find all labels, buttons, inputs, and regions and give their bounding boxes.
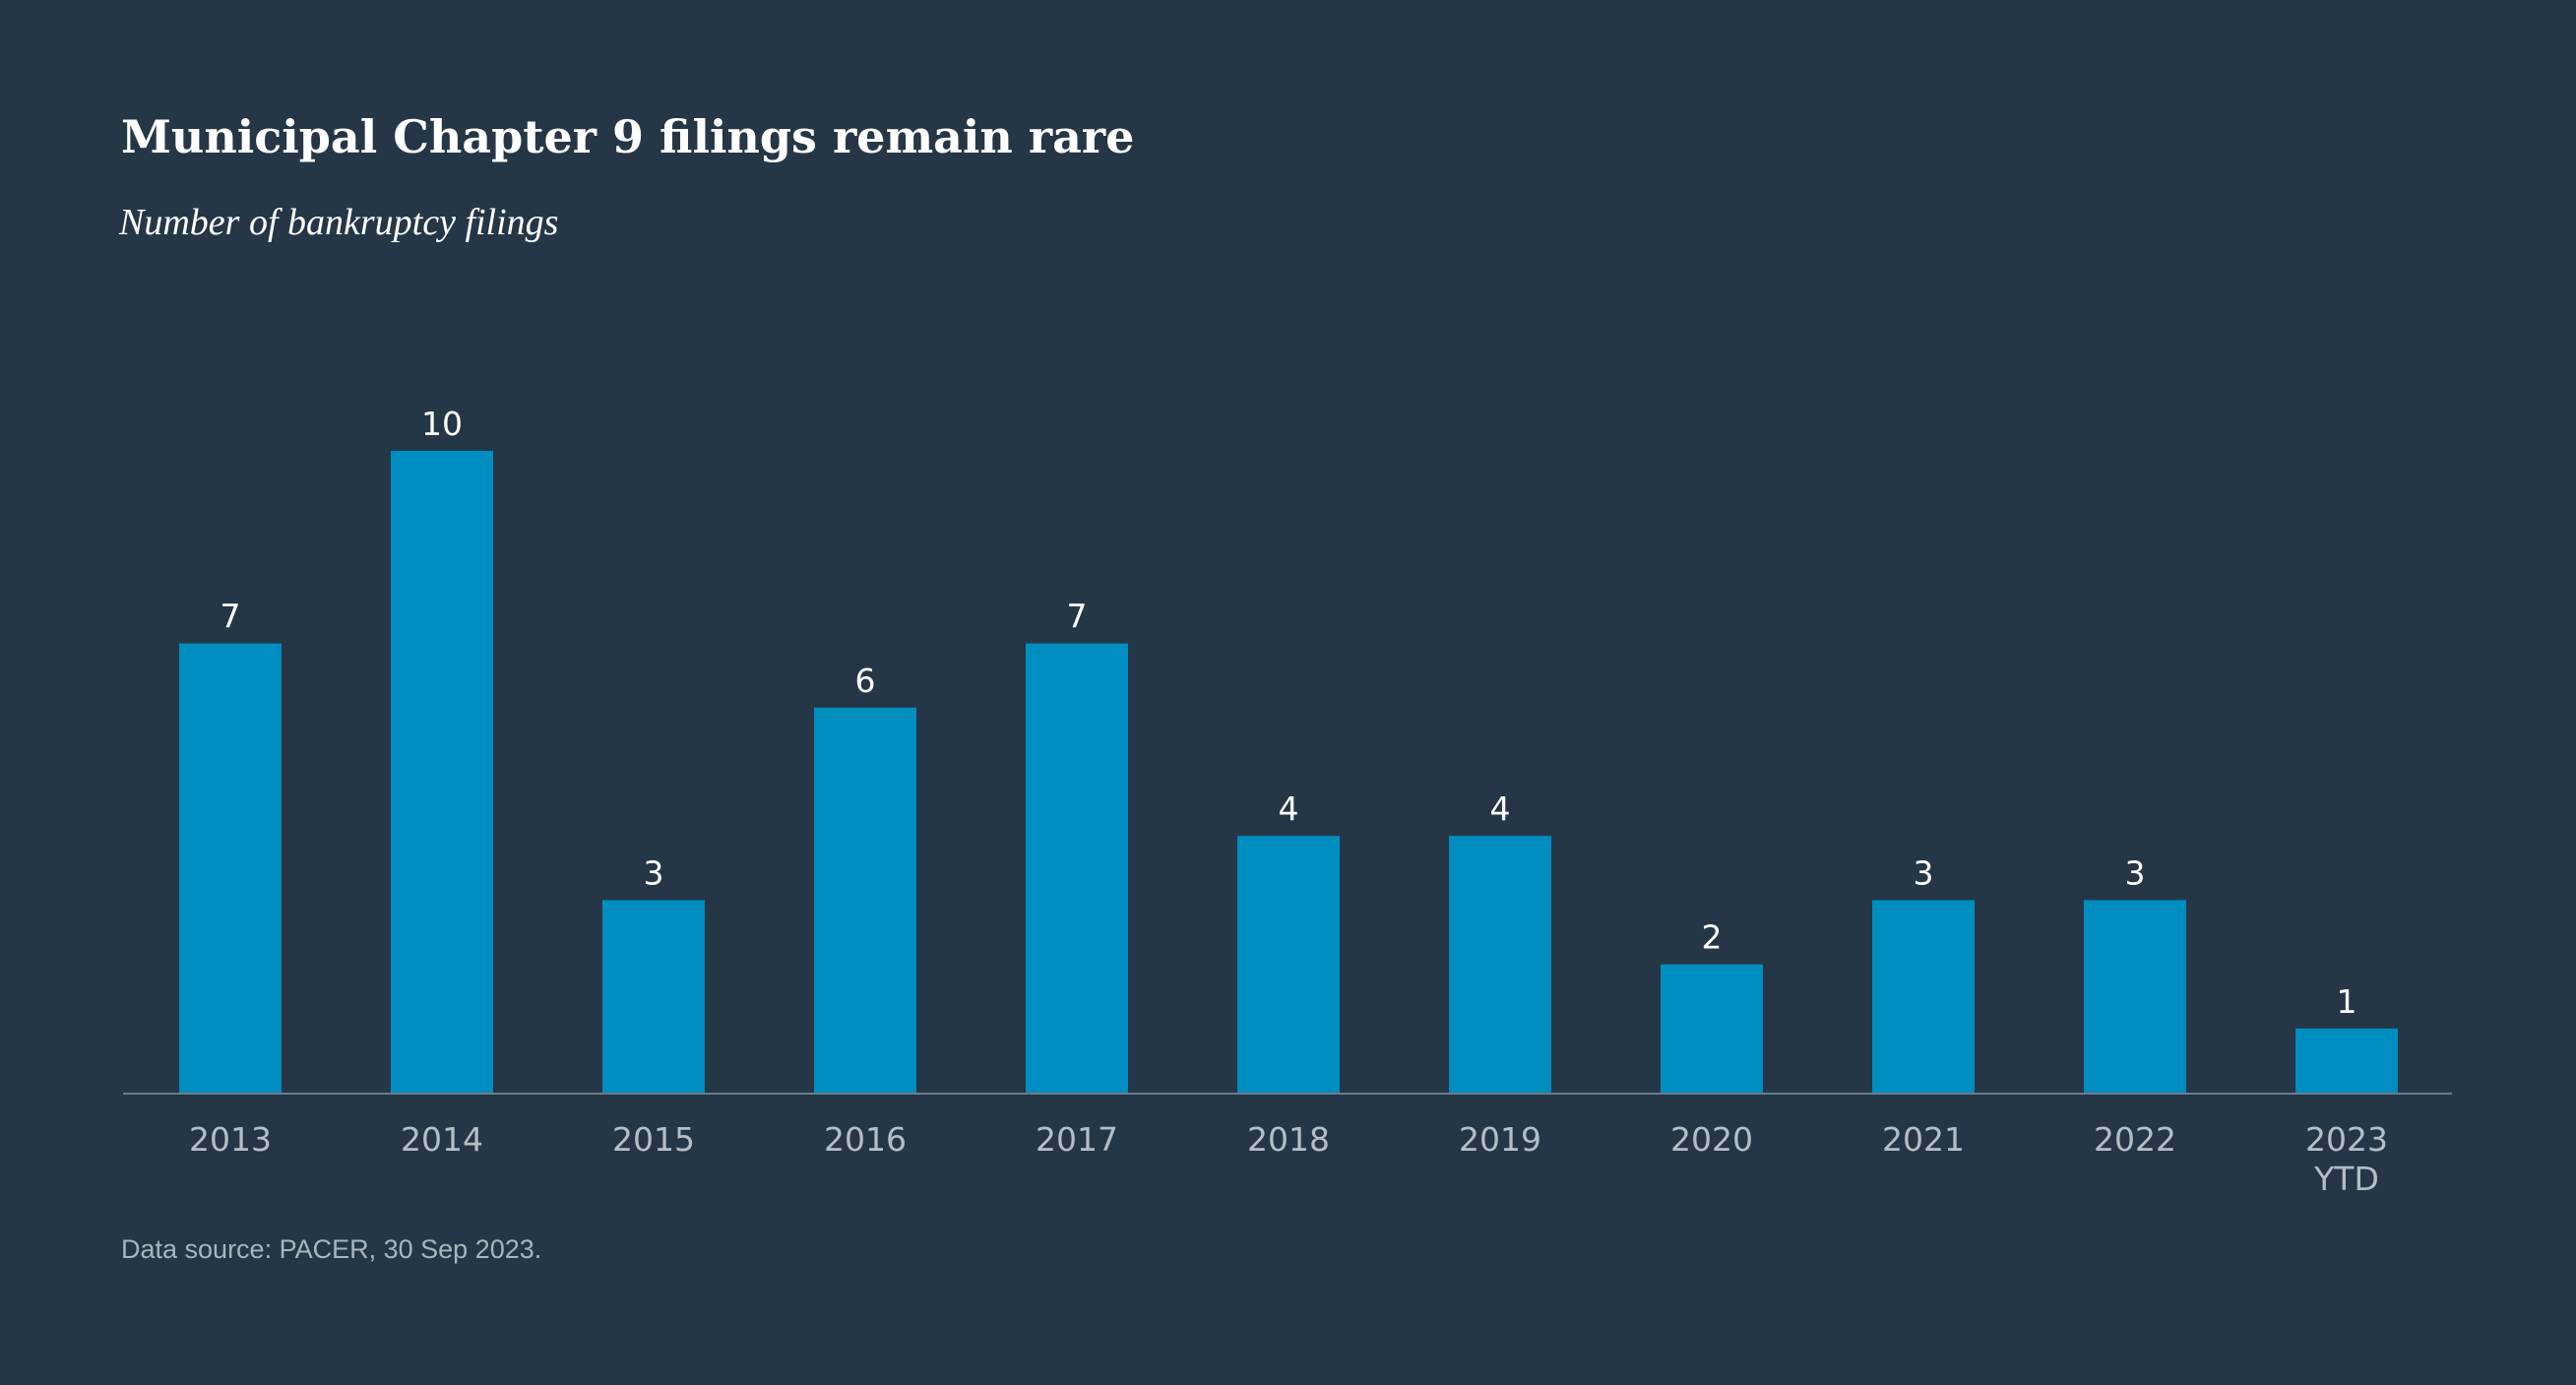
x-tick-label: 2015	[612, 1120, 695, 1159]
data-source-note: Data source: PACER, 30 Sep 2023.	[121, 1234, 542, 1264]
bar-2021	[1872, 900, 1975, 1093]
data-label: 3	[644, 853, 664, 892]
data-label: 10	[421, 405, 463, 443]
bar-2017	[1026, 643, 1128, 1093]
x-tick-label: 2020	[1670, 1120, 1753, 1159]
bar-2018	[1237, 836, 1340, 1093]
bar-2022	[2084, 900, 2186, 1093]
data-labels-group: 7 10 3 6 7 4 4 2 3 3 1	[220, 405, 2357, 1021]
x-tick-label: 2022	[2094, 1120, 2176, 1159]
x-tick-label: 2023 YTD	[2305, 1120, 2388, 1198]
data-label: 2	[1702, 918, 1723, 957]
x-tick-label: 2013	[189, 1120, 272, 1159]
x-tick-label: 2021	[1882, 1120, 1965, 1159]
chart-subtitle: Number of bankruptcy filings	[119, 202, 559, 243]
bars-group	[179, 451, 2398, 1093]
data-label: 7	[220, 598, 241, 636]
data-label: 4	[1279, 789, 1299, 828]
data-label: 6	[855, 661, 876, 700]
data-label: 3	[1914, 853, 1934, 892]
x-tick-labels-group: 2013 2014 2015 2016 2017 2018 2019 2020 2021 2022…	[189, 1120, 2388, 1198]
x-tick-label: 2018	[1247, 1120, 1330, 1159]
data-label: 1	[2337, 982, 2357, 1021]
bar-2019	[1449, 836, 1551, 1093]
x-tick-label: 2014	[401, 1120, 483, 1159]
data-label: 3	[2125, 853, 2146, 892]
bar-2015	[602, 900, 705, 1093]
bar-2014	[391, 451, 493, 1093]
bar-2023-ytd	[2295, 1028, 2398, 1093]
x-tick-label: 2017	[1036, 1120, 1118, 1159]
bar-2020	[1661, 964, 1763, 1093]
x-tick-label: 2019	[1459, 1120, 1541, 1159]
x-tick-label: 2016	[824, 1120, 907, 1159]
data-label: 7	[1067, 598, 1088, 636]
chart-title: Municipal Chapter 9 filings remain rare	[121, 110, 1135, 163]
data-label: 4	[1490, 789, 1511, 828]
bar-2016	[814, 707, 916, 1093]
bar-2013	[179, 643, 282, 1093]
